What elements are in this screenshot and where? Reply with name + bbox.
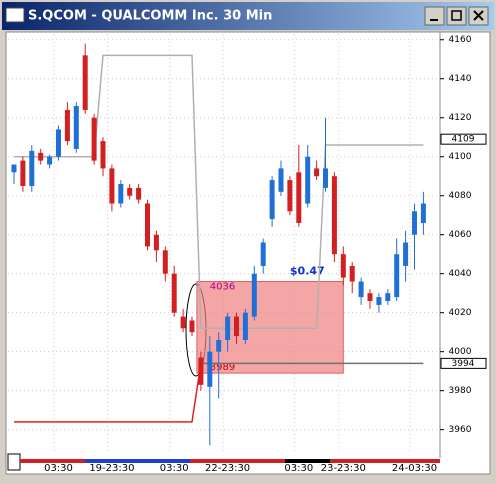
- scroll-box[interactable]: [7, 453, 21, 471]
- candle-body: [207, 351, 213, 387]
- candle-body: [11, 164, 17, 173]
- candle-body: [314, 168, 320, 177]
- candle-body: [278, 168, 284, 192]
- y-tick-label: 4060: [449, 230, 472, 240]
- price-tag-label: 4109: [452, 135, 475, 145]
- x-tick-label: 03:30: [160, 463, 189, 474]
- highlight-box: [196, 280, 344, 374]
- candle-body: [260, 242, 266, 266]
- candle-body: [91, 117, 97, 161]
- x-tick-label: 22-23:30: [205, 463, 250, 474]
- session-bar: [20, 459, 440, 463]
- maximize-button[interactable]: [446, 6, 467, 26]
- candle-body: [269, 180, 275, 220]
- y-tick-label: 3960: [449, 425, 472, 435]
- y-tick-label: 4100: [449, 152, 472, 162]
- candle-body: [242, 312, 248, 340]
- candle-body: [118, 184, 124, 204]
- candle-body: [216, 339, 222, 352]
- candle-body: [420, 203, 426, 224]
- x-tick-label: 03:30: [44, 463, 73, 474]
- candle-body: [64, 109, 70, 142]
- window-title: S.QCOM - QUALCOMM Inc. 30 Min: [28, 9, 272, 24]
- candle-body: [109, 168, 115, 204]
- y-tick-label: 4000: [449, 347, 472, 357]
- y-tick-label: 4140: [449, 74, 472, 84]
- candle-body: [412, 211, 417, 235]
- candle-body: [358, 281, 364, 298]
- overlay-line: [14, 363, 202, 423]
- price-tag: [440, 133, 487, 145]
- app-icon: [5, 7, 25, 23]
- title-bar: [2, 2, 494, 30]
- candle-body: [198, 357, 204, 385]
- candle-body: [162, 250, 168, 274]
- overlay-line: [14, 54, 424, 330]
- candle-body: [340, 254, 346, 278]
- y-tick-label: 4020: [449, 308, 472, 318]
- candle-body: [20, 160, 26, 186]
- candle-body: [323, 168, 328, 188]
- minimize-button[interactable]: [424, 6, 445, 26]
- candle-body: [189, 320, 195, 333]
- candle-body: [127, 187, 133, 196]
- session-bar: [85, 459, 190, 463]
- x-tick-label: 23-23:30: [321, 463, 366, 474]
- y-tick-label: 4120: [449, 113, 472, 123]
- x-tick-label: 24-03:30: [392, 463, 437, 474]
- candle-body: [251, 273, 257, 317]
- y-tick-label: 4160: [449, 35, 472, 45]
- highlight-change-label: $0.47: [290, 264, 325, 277]
- close-glyph: [473, 10, 484, 21]
- candle-body: [287, 180, 293, 212]
- candle-body: [82, 55, 88, 110]
- candle-body: [180, 316, 186, 329]
- candle-body: [403, 242, 409, 266]
- candle-body: [296, 172, 302, 224]
- candle-body: [349, 265, 355, 282]
- x-tick-label: 03:30: [284, 463, 313, 474]
- candle-body: [73, 106, 79, 149]
- candle-body: [331, 176, 337, 255]
- x-tick-label: 19-23:30: [89, 463, 134, 474]
- candle-body: [234, 316, 239, 337]
- highlight-low-label: 3989: [210, 362, 235, 373]
- candle-body: [29, 150, 35, 186]
- candle-body: [56, 129, 61, 157]
- candle-body: [38, 152, 44, 161]
- candle-body: [394, 254, 400, 298]
- candle-body: [225, 316, 231, 340]
- candle-body: [171, 273, 177, 313]
- candle-body: [385, 293, 391, 301]
- highlight-high-label: 4036: [210, 281, 235, 292]
- candle-body: [153, 234, 159, 251]
- candle-body: [145, 203, 150, 247]
- price-tag-label: 3994: [452, 359, 475, 369]
- y-tick-label: 4080: [449, 191, 472, 201]
- candle-body: [376, 297, 382, 305]
- candle-body: [100, 141, 106, 169]
- candle-body: [47, 156, 53, 165]
- y-tick-label: 3980: [449, 386, 472, 396]
- candle-body: [136, 187, 142, 200]
- candle-body: [367, 293, 373, 301]
- price-tag: [440, 357, 487, 369]
- candle-body: [305, 156, 311, 204]
- chart-area: [5, 31, 491, 475]
- session-bar: [285, 459, 330, 463]
- maximize-glyph: [451, 10, 462, 21]
- y-tick-label: 4040: [449, 269, 472, 279]
